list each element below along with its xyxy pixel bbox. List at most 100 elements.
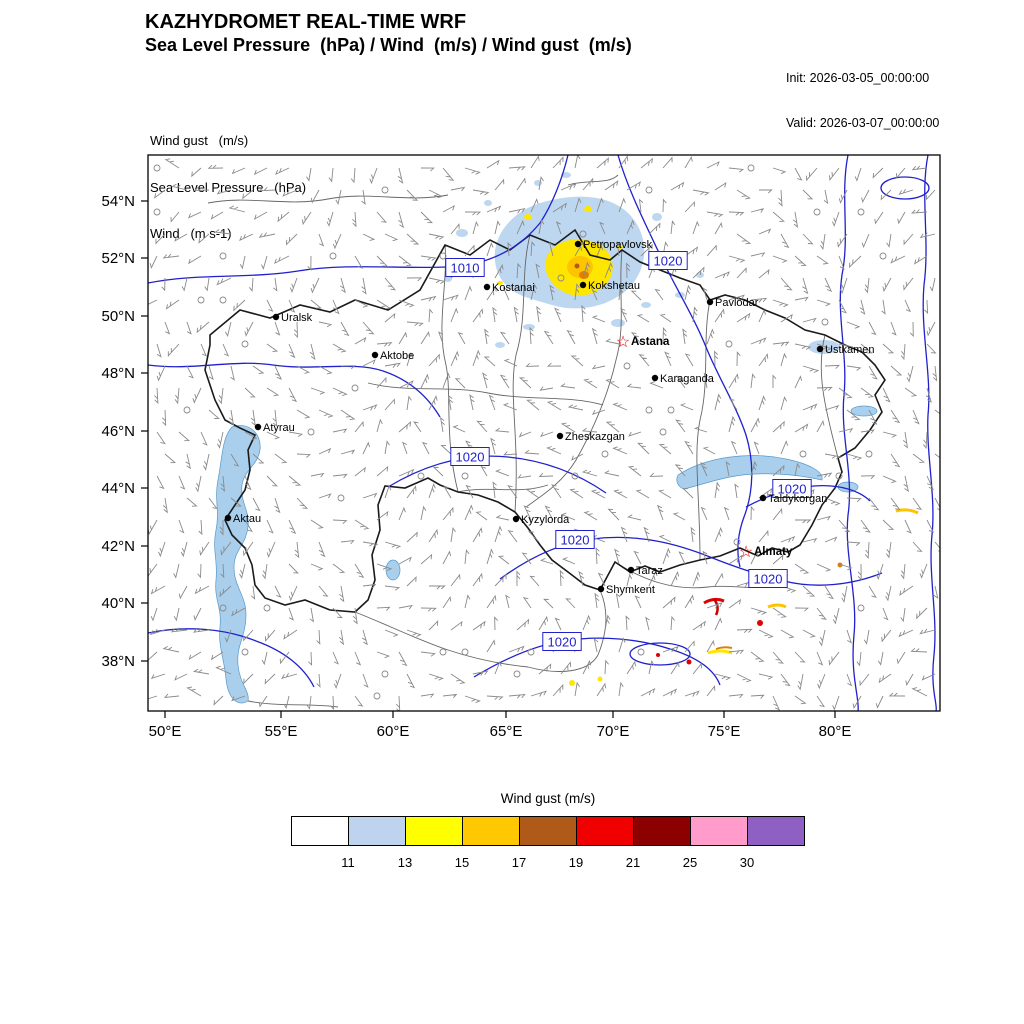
lon-tick-label: 65°E xyxy=(490,723,523,740)
pressure-label-box xyxy=(445,258,485,277)
colorbar-swatch xyxy=(747,816,805,846)
colorbar-tick-label: 11 xyxy=(341,855,355,870)
pressure-label: 1020 xyxy=(648,251,688,270)
city-label: Taldykorgan xyxy=(768,493,827,505)
valid-time: Valid: 2026-03-07_00:00:00 xyxy=(786,116,940,130)
colorbar-tick-label: 21 xyxy=(625,855,641,870)
water-bodies xyxy=(214,405,878,704)
lon-tick-label: 75°E xyxy=(708,723,741,740)
colorbar-swatch xyxy=(348,816,406,846)
city: Shymkent xyxy=(597,584,655,596)
colorbar-swatch xyxy=(633,816,691,846)
city-label: Atyrau xyxy=(263,422,295,434)
colorbar-tick-label: 30 xyxy=(739,855,755,870)
pressure-label-text: 1020 xyxy=(654,254,683,269)
lake-zaysan xyxy=(850,405,878,417)
wind-barbs-layer xyxy=(148,155,940,711)
legend-line-wind: Wind (m s-1) xyxy=(150,226,232,241)
city-dot-icon xyxy=(597,585,605,593)
lat-tick-label: 42°N xyxy=(101,538,135,555)
city: Taldykorgan xyxy=(759,493,827,505)
city-label: Taraz xyxy=(636,565,663,577)
city-label: Petropavlovsk xyxy=(583,239,653,251)
legend-line-slp: Sea Level Pressure (hPa) xyxy=(150,179,307,195)
city: Uralsk xyxy=(272,312,313,324)
pressure-label-box xyxy=(772,479,812,498)
lat-tick-label: 52°N xyxy=(101,250,135,267)
pressure-label-text: 1020 xyxy=(778,482,807,497)
pressure-label: 1020 xyxy=(748,569,788,588)
aral-sea xyxy=(385,559,401,581)
city-label: Zheskazgan xyxy=(565,431,625,443)
pressure-label-box xyxy=(748,569,788,588)
colorbar-swatch xyxy=(405,816,463,846)
city: Taraz xyxy=(627,565,663,577)
city: ☆ Almaty xyxy=(739,544,793,561)
city-label: Astana xyxy=(631,336,670,348)
init-time: Init: 2026-03-05_00:00:00 xyxy=(786,71,930,85)
city-label: Ustkamen xyxy=(825,344,875,356)
city: ☆ Astana xyxy=(616,334,670,351)
weather-map: 1010 1020 1020 1020 1020 1020 1020 Petropavlov… xyxy=(101,154,941,740)
colorbar-block: Wind gust (m/s) 11 13 15 17 19 21 25 30 xyxy=(291,791,805,873)
city: Pavlodar xyxy=(706,297,759,309)
lon-tick-label: 80°E xyxy=(819,723,852,740)
colorbar-ticks: 11 13 15 17 19 21 25 30 xyxy=(291,855,805,873)
city-label: Uralsk xyxy=(281,312,313,324)
city-dot-icon xyxy=(627,566,635,574)
city-star-icon: ☆ xyxy=(739,544,753,561)
legend-line-windgust: Wind gust (m/s) xyxy=(150,133,249,148)
city: Kostanai xyxy=(483,282,535,294)
lon-tick-label: 60°E xyxy=(377,723,410,740)
pressure-contours xyxy=(148,155,937,711)
city-star-icon: ☆ xyxy=(616,334,630,351)
city-dot-icon xyxy=(371,351,379,359)
city-markers: Petropavlovsk Kostanai Kokshetau Pavlodar Ur… xyxy=(224,239,875,596)
city-label: Kyzylorda xyxy=(521,514,570,526)
city: Kyzylorda xyxy=(512,514,570,526)
city-label: Kokshetau xyxy=(588,280,640,292)
lat-tick-label: 46°N xyxy=(101,423,135,440)
city-dot-icon xyxy=(816,345,824,353)
colorbar-swatch xyxy=(291,816,349,846)
colorbar-tick-label: 19 xyxy=(568,855,584,870)
pressure-label-text: 1010 xyxy=(451,261,480,276)
city: Karaganda xyxy=(651,373,715,385)
colorbar-swatch xyxy=(690,816,748,846)
lon-tick-label: 70°E xyxy=(597,723,630,740)
wind-barbs xyxy=(148,155,940,711)
city: Kokshetau xyxy=(579,280,640,292)
pressure-label-box xyxy=(648,251,688,270)
lat-tick-label: 44°N xyxy=(101,480,135,497)
city-dot-icon xyxy=(254,423,262,431)
colorbar-tick-label: 25 xyxy=(682,855,698,870)
city: Ustkamen xyxy=(816,344,875,356)
city-dot-icon xyxy=(512,515,520,523)
pressure-label: 1020 xyxy=(555,530,595,549)
city-dot-icon xyxy=(272,313,280,321)
axis-ticks: 54°N 52°N 50°N 48°N 46°N 44°N 42°N 40°N 38°N 50°E… xyxy=(101,193,851,740)
city-dot-icon xyxy=(556,432,564,440)
pressure-label-box xyxy=(450,447,490,466)
variables-legend: Wind gust (m/s) Sea Level Pressure (hPa)… xyxy=(150,102,306,257)
page-title: KAZHYDROMET REAL-TIME WRF xyxy=(145,11,467,33)
city: Zheskazgan xyxy=(556,431,625,443)
city-dot-icon xyxy=(579,281,587,289)
pressure-label-box xyxy=(542,632,582,651)
pressure-label: 1020 xyxy=(772,479,812,498)
lat-tick-label: 54°N xyxy=(101,193,135,210)
pressure-label: 1010 xyxy=(445,258,485,277)
pressure-label-text: 1020 xyxy=(561,533,590,548)
city-label: Pavlodar xyxy=(715,297,759,309)
page-subtitle: Sea Level Pressure (hPa) / Wind (m/s) / … xyxy=(145,35,632,55)
pressure-labels: 1010 1020 1020 1020 1020 1020 1020 xyxy=(445,251,812,651)
colorbar-tick-label: 15 xyxy=(454,855,470,870)
colorbar-swatch xyxy=(462,816,520,846)
city: Petropavlovsk xyxy=(574,239,653,251)
colorbar-swatch xyxy=(576,816,634,846)
city-dot-icon xyxy=(483,283,491,291)
colorbar-tick-label: 13 xyxy=(397,855,413,870)
kazakhstan-border xyxy=(204,228,886,613)
colorbar-title: Wind gust (m/s) xyxy=(500,791,596,806)
colorbar-swatch xyxy=(519,816,577,846)
